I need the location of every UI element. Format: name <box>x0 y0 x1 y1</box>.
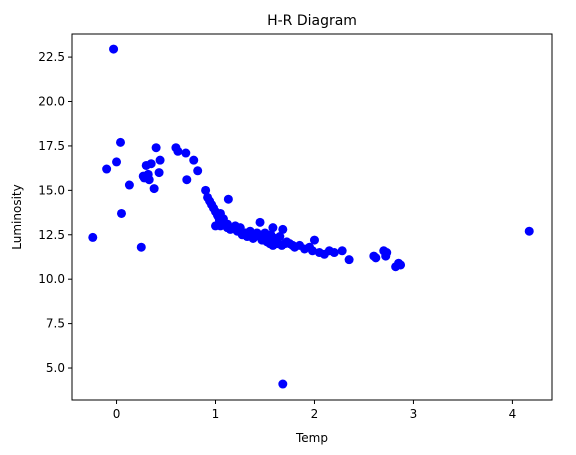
x-tick-label: 0 <box>113 407 121 421</box>
data-point <box>396 260 406 270</box>
data-point <box>275 232 285 242</box>
data-point <box>146 159 156 169</box>
data-point <box>524 226 534 236</box>
data-point <box>223 194 233 204</box>
data-point <box>154 168 164 178</box>
x-tick-label: 1 <box>212 407 220 421</box>
data-point <box>173 146 183 156</box>
y-axis-ticks: 5.0 7.5 10.0 12.5 15.0 17.5 20.0 22.5 <box>38 50 72 375</box>
data-point <box>278 379 288 389</box>
x-axis-label: Temp <box>295 431 328 445</box>
data-point <box>112 157 122 167</box>
y-axis-label: Luminosity <box>10 184 24 249</box>
data-point <box>248 233 258 243</box>
data-point <box>116 208 126 218</box>
data-point <box>232 224 242 234</box>
data-point <box>149 184 159 194</box>
y-tick-label: 5.0 <box>46 361 65 375</box>
y-tick-label: 7.5 <box>46 317 65 331</box>
data-point <box>371 253 381 263</box>
data-point <box>151 143 161 153</box>
data-point <box>260 228 270 238</box>
data-point <box>329 248 339 258</box>
data-point <box>181 148 191 158</box>
data-point <box>222 219 232 229</box>
data-point <box>124 180 134 190</box>
data-point <box>155 155 165 165</box>
data-point <box>144 175 154 185</box>
y-tick-label: 17.5 <box>38 139 65 153</box>
data-point <box>272 239 282 249</box>
data-point <box>240 228 250 238</box>
x-tick-label: 2 <box>311 407 319 421</box>
data-point <box>278 224 288 234</box>
y-tick-label: 15.0 <box>38 183 65 197</box>
data-point <box>102 164 112 174</box>
data-point <box>201 185 211 195</box>
data-point <box>268 223 278 233</box>
data-point <box>182 175 192 185</box>
data-point <box>211 221 221 231</box>
data-points <box>88 44 534 389</box>
data-point <box>193 166 203 176</box>
data-point <box>309 235 319 245</box>
data-point <box>255 217 265 227</box>
data-point <box>307 246 317 256</box>
data-point <box>88 232 98 242</box>
y-tick-label: 22.5 <box>38 50 65 64</box>
x-axis-ticks: 0 1 2 3 4 <box>113 400 517 421</box>
y-tick-label: 10.0 <box>38 272 65 286</box>
y-tick-label: 12.5 <box>38 228 65 242</box>
chart-title: H-R Diagram <box>267 13 357 29</box>
y-tick-label: 20.0 <box>38 95 65 109</box>
data-point <box>136 242 146 252</box>
data-point <box>344 255 354 265</box>
data-point <box>265 235 275 245</box>
data-point <box>109 44 119 54</box>
data-point <box>189 155 199 165</box>
x-tick-label: 3 <box>410 407 418 421</box>
data-point <box>215 208 225 218</box>
plot-frame <box>71 33 553 401</box>
data-point <box>337 246 347 256</box>
data-point <box>115 137 125 147</box>
data-point <box>382 248 392 258</box>
x-tick-label: 4 <box>509 407 517 421</box>
